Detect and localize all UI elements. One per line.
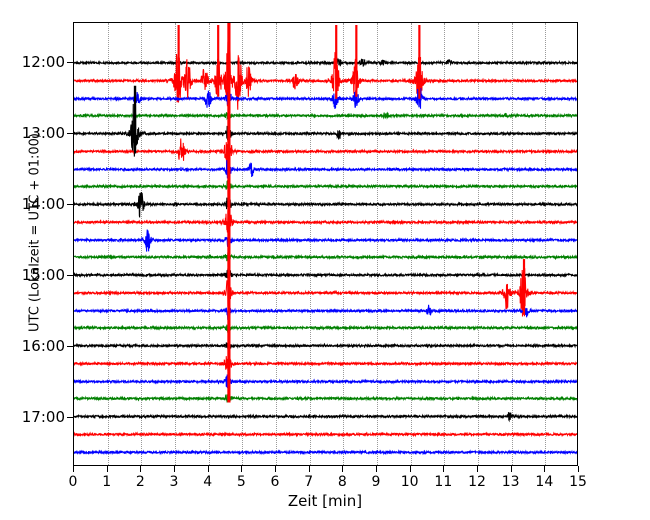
x-tick xyxy=(443,466,445,472)
trace-15-30 xyxy=(74,304,577,321)
x-tick-label: 15 xyxy=(569,474,587,490)
x-tick-label: 6 xyxy=(270,474,280,490)
gridline-vertical xyxy=(377,23,378,465)
y-tick xyxy=(67,275,73,276)
grid-lines xyxy=(74,23,577,465)
y-tick-label: 17:00 xyxy=(21,408,65,426)
x-tick-label: 3 xyxy=(169,474,179,490)
trace-17-00 xyxy=(74,412,577,423)
y-tick-label: 15:00 xyxy=(21,266,65,284)
x-tick xyxy=(241,466,243,472)
x-tick-label: 4 xyxy=(203,474,213,490)
gridline-vertical xyxy=(410,23,412,465)
y-tick-label: 16:00 xyxy=(21,337,65,355)
x-tick-label: 10 xyxy=(400,474,419,490)
trace-15-45 xyxy=(74,324,577,334)
x-tick-label: 13 xyxy=(501,474,520,490)
x-tick xyxy=(578,466,579,472)
x-tick xyxy=(510,466,512,472)
trace-16-30 xyxy=(74,372,577,389)
y-tick xyxy=(67,346,73,347)
x-tick-label: 2 xyxy=(135,474,145,490)
trace-13-30 xyxy=(74,159,577,179)
trace-15-15 xyxy=(74,265,577,317)
gridline-vertical xyxy=(309,23,311,465)
trace-12-30 xyxy=(74,88,577,110)
x-tick xyxy=(544,466,546,472)
x-tick-label: 7 xyxy=(304,474,314,490)
y-tick xyxy=(67,417,73,418)
gridline-vertical xyxy=(107,23,109,465)
trace-17-30 xyxy=(74,449,577,456)
gridline-vertical xyxy=(175,23,176,465)
trace-14-30 xyxy=(74,229,577,252)
x-tick-label: 14 xyxy=(535,474,554,490)
x-tick xyxy=(308,466,310,472)
trace-12-15 xyxy=(74,41,577,123)
gridline-vertical xyxy=(276,23,277,465)
x-tick xyxy=(376,466,377,472)
trace-12-00 xyxy=(74,57,577,67)
y-tick-label: 12:00 xyxy=(21,53,65,71)
y-tick-label: 14:00 xyxy=(21,195,65,213)
x-tick-label: 0 xyxy=(68,474,78,490)
x-tick xyxy=(409,466,411,472)
x-axis-label: Zeit [min] xyxy=(287,492,363,510)
gridline-vertical xyxy=(478,23,479,465)
x-tick xyxy=(275,466,276,472)
gridline-vertical xyxy=(343,23,345,465)
trace-14-45 xyxy=(74,251,577,262)
gridline-vertical xyxy=(545,23,547,465)
trace-15-00 xyxy=(74,268,577,282)
x-tick xyxy=(477,466,478,472)
x-tick-label: 12 xyxy=(468,474,486,490)
trace-14-15 xyxy=(74,208,577,234)
gridline-vertical xyxy=(242,23,244,465)
gridline-vertical xyxy=(444,23,446,465)
y-axis-label: UTC (Lokalzeit = UTC + 01:00) xyxy=(27,133,43,332)
gridline-vertical xyxy=(511,23,513,465)
trace-16-45 xyxy=(74,393,577,403)
trace-13-00 xyxy=(74,103,577,157)
y-tick xyxy=(67,62,73,63)
gridline-vertical xyxy=(141,23,143,465)
x-tick xyxy=(140,466,142,472)
trace-12-45 xyxy=(74,110,577,121)
y-tick xyxy=(67,204,73,205)
x-tick xyxy=(174,466,175,472)
trace-14-00 xyxy=(74,191,577,218)
x-tick xyxy=(73,466,74,472)
x-tick xyxy=(342,466,344,472)
x-tick-label: 1 xyxy=(102,474,112,490)
trace-17-15 xyxy=(74,431,577,438)
trace-16-00 xyxy=(74,340,577,350)
trace-16-15 xyxy=(74,352,577,374)
seismic-traces xyxy=(74,23,577,456)
gridline-vertical xyxy=(208,23,210,465)
x-tick xyxy=(207,466,209,472)
plot-area xyxy=(73,22,578,466)
x-tick xyxy=(106,466,108,472)
x-tick-label: 8 xyxy=(337,474,347,490)
trace-13-15 xyxy=(74,132,577,174)
y-tick-label: 13:00 xyxy=(21,124,65,142)
x-tick-label: 9 xyxy=(371,474,381,490)
x-tick-label: 5 xyxy=(236,474,246,490)
trace-13-45 xyxy=(74,179,577,193)
x-tick-label: 11 xyxy=(434,474,453,490)
y-tick xyxy=(67,133,73,134)
